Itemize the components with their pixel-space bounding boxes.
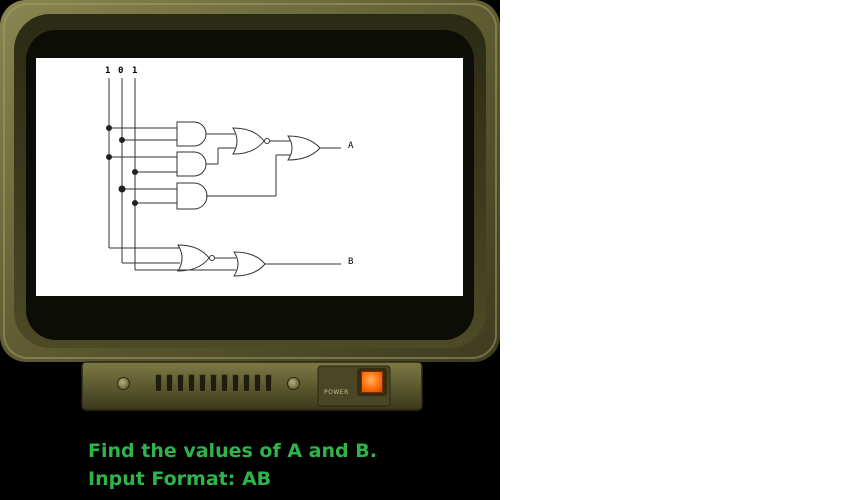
and-gate-2 <box>176 151 207 177</box>
monitor-screen: 1 0 1 A B <box>36 58 463 296</box>
and-gate-3 <box>176 182 208 210</box>
input-label-2: 0 <box>118 66 124 76</box>
output-label-b: B <box>348 257 354 267</box>
output-label-a: A <box>348 141 354 151</box>
question-line-2: Input Format: AB <box>88 468 272 490</box>
vent-grille-icon <box>155 374 272 392</box>
monitor-scene: 1 0 1 A B POWER Find the values of A and… <box>0 0 500 500</box>
logic-circuit-diagram <box>106 78 341 277</box>
input-label-3: 1 <box>132 66 138 76</box>
question-line-1: Find the values of A and B. <box>88 440 377 462</box>
power-button[interactable] <box>357 368 387 396</box>
power-label: POWER <box>324 389 349 396</box>
and-gate-1 <box>176 121 207 147</box>
or-gate-b <box>233 251 266 277</box>
power-button-icon <box>361 371 383 393</box>
screw-icon <box>287 377 300 390</box>
screw-icon <box>117 377 130 390</box>
question-text: Find the values of A and B. Input Format… <box>88 437 377 493</box>
nor-gate-2 <box>177 244 210 272</box>
nor-gate-1 <box>232 127 265 155</box>
or-gate-a <box>287 135 321 161</box>
input-label-1: 1 <box>105 66 111 76</box>
